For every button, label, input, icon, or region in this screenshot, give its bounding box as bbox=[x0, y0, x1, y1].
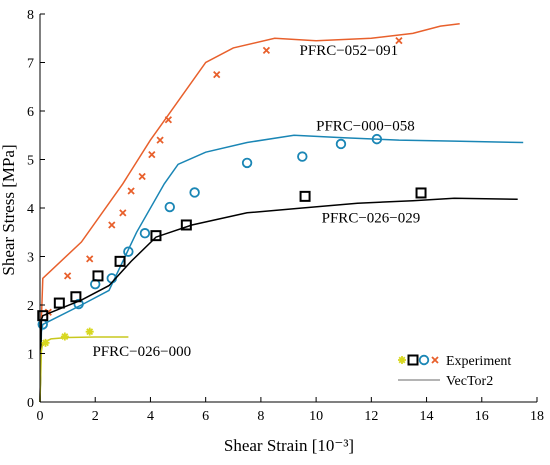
y-axis-title: Shear Stress [MPa] bbox=[0, 144, 18, 275]
experiment-point-0-7 bbox=[148, 151, 156, 159]
experiment-point-3-2 bbox=[85, 327, 94, 336]
experiment-point-0-12 bbox=[395, 37, 403, 45]
experiment-point-0-5 bbox=[127, 187, 135, 195]
legend-experiment-label: Experiment bbox=[446, 354, 511, 369]
x-axis-title: Shear Strain [10⁻³] bbox=[224, 436, 354, 455]
legend-marker-0 bbox=[398, 356, 406, 364]
experiment-point-2-2 bbox=[70, 291, 82, 303]
experiment-point-1-4 bbox=[123, 246, 134, 257]
experiment-point-2-1 bbox=[53, 297, 65, 309]
x-tick-label-3: 6 bbox=[202, 409, 209, 424]
series-label-0: PFRC−052−091 bbox=[300, 43, 399, 59]
y-tick-label-4: 4 bbox=[27, 202, 34, 217]
experiment-point-0-6 bbox=[138, 172, 146, 181]
x-tick-label-7: 14 bbox=[420, 409, 434, 424]
experiment-point-1-9 bbox=[297, 151, 308, 162]
y-tick-label-8: 8 bbox=[27, 8, 34, 23]
x-tick-label-2: 4 bbox=[147, 409, 154, 424]
x-tick-label-1: 2 bbox=[92, 409, 99, 424]
series-2: PFRC−026−029 bbox=[37, 187, 518, 403]
experiment-point-0-9 bbox=[164, 116, 173, 124]
y-tick-label-7: 7 bbox=[27, 57, 34, 72]
legend-vector2-label: VecTor2 bbox=[446, 374, 493, 389]
experiment-point-2-0 bbox=[37, 310, 49, 322]
series-label-2: PFRC−026−029 bbox=[322, 211, 421, 227]
experiment-point-0-11 bbox=[262, 46, 271, 55]
plot-area: PFRC−052−091 PFRC−000−058 PFRC−026−029 PFRC… bbox=[37, 22, 524, 403]
series-label-1: PFRC−000−058 bbox=[316, 118, 415, 134]
x-tick-label-5: 10 bbox=[309, 409, 323, 424]
series-line-2 bbox=[39, 197, 518, 403]
experiment-point-1-5 bbox=[139, 228, 151, 239]
experiment-point-3-0 bbox=[41, 338, 50, 347]
experiment-point-2-8 bbox=[415, 187, 427, 199]
experiment-point-3-1 bbox=[60, 332, 69, 341]
experiment-point-1-6 bbox=[164, 201, 175, 213]
experiment-point-0-4 bbox=[119, 209, 127, 217]
legend: Experiment VecTor2 bbox=[391, 345, 537, 393]
x-tick-label-4: 8 bbox=[257, 409, 264, 424]
y-tick-label-5: 5 bbox=[27, 154, 34, 169]
x-tick-label-9: 18 bbox=[530, 409, 544, 424]
experiment-point-1-8 bbox=[241, 157, 253, 169]
series-line-0 bbox=[39, 22, 460, 403]
experiment-point-1-10 bbox=[335, 138, 347, 150]
series-line-3 bbox=[39, 336, 129, 403]
experiment-point-0-2 bbox=[86, 255, 94, 263]
experiment-point-2-7 bbox=[299, 190, 311, 202]
experiment-point-0-1 bbox=[63, 272, 72, 280]
x-tick-label-8: 16 bbox=[475, 409, 489, 424]
experiment-point-0-3 bbox=[108, 221, 116, 229]
experiment-point-2-6 bbox=[180, 219, 192, 231]
experiment-point-0-10 bbox=[213, 70, 221, 79]
legend-marker-1 bbox=[407, 354, 419, 366]
series-0: PFRC−052−091 bbox=[39, 22, 460, 403]
series-1: PFRC−000−058 bbox=[37, 118, 524, 403]
experiment-point-2-4 bbox=[114, 255, 126, 267]
y-tick-label-1: 1 bbox=[27, 348, 34, 363]
y-tick-label-0: 0 bbox=[27, 396, 34, 411]
x-tick-label-0: 0 bbox=[37, 409, 44, 424]
experiment-point-1-11 bbox=[371, 133, 383, 145]
legend-marker-2 bbox=[418, 354, 430, 366]
y-tick-label-6: 6 bbox=[27, 105, 34, 120]
series-label-3: PFRC−026−000 bbox=[92, 344, 191, 360]
experiment-point-1-1 bbox=[73, 298, 84, 310]
x-tick-label-6: 12 bbox=[364, 409, 378, 424]
experiment-point-2-3 bbox=[92, 270, 104, 282]
legend-marker-3 bbox=[431, 356, 439, 364]
series-3: PFRC−026−000 bbox=[39, 327, 191, 403]
experiment-point-1-7 bbox=[189, 187, 200, 198]
experiment-point-0-8 bbox=[156, 136, 164, 144]
experiment-point-2-5 bbox=[150, 230, 162, 242]
y-tick-label-3: 3 bbox=[27, 251, 34, 266]
legend-box bbox=[391, 345, 537, 393]
y-tick-label-2: 2 bbox=[27, 299, 34, 314]
